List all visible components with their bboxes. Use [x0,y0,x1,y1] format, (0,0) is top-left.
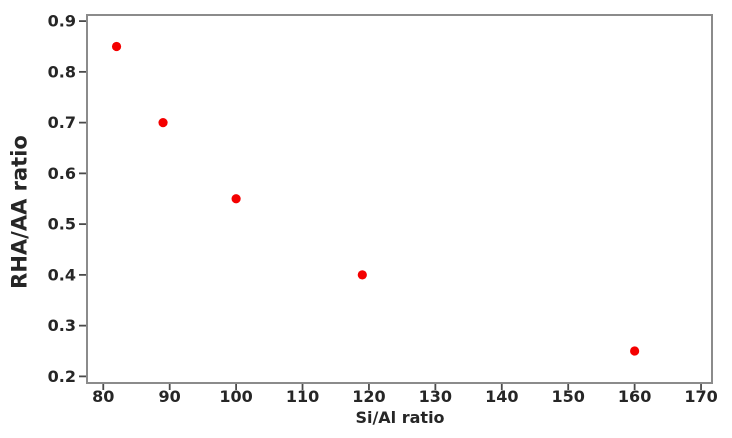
y-axis-title: RHA/AA ratio [7,135,32,289]
data-point [111,41,122,52]
x-axis-tick-label: 160 [618,387,651,406]
y-axis-tick-label: 0.5 [48,215,76,234]
x-axis-tick-label: 90 [159,387,181,406]
data-point [231,194,241,204]
data-point [357,270,367,280]
y-axis-tick-label: 0.2 [48,367,76,386]
data-point [158,118,168,128]
x-axis-tick-label: 120 [352,387,385,406]
y-axis-tick-label: 0.9 [48,12,76,31]
x-axis-tick-label: 80 [92,387,114,406]
data-point [630,346,640,356]
x-axis-tick-label: 130 [419,387,452,406]
y-axis-tick-label: 0.6 [48,164,76,183]
x-axis-tick-label: 140 [485,387,518,406]
y-axis-tick-label: 0.3 [48,316,76,335]
x-axis-title: Si/Al ratio [355,408,445,427]
x-axis-tick-label: 150 [552,387,585,406]
y-axis-tick-label: 0.4 [48,265,76,284]
y-axis-tick-label: 0.8 [48,62,76,81]
x-axis-tick-label: 110 [286,387,319,406]
x-axis-tick-label: 170 [684,387,717,406]
y-axis-tick-label: 0.7 [48,113,76,132]
x-axis-tick-label: 100 [219,387,252,406]
plot-frame [86,14,713,384]
